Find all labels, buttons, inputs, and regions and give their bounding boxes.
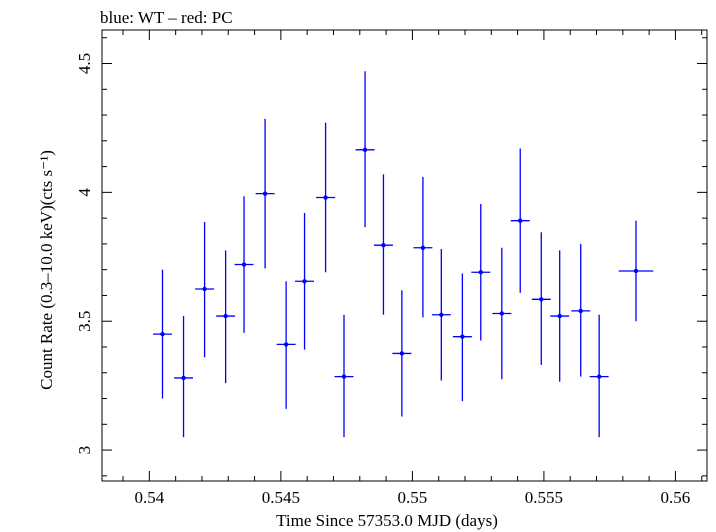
x-tick-label: 0.545 [262, 488, 300, 507]
y-tick-label: 3.5 [75, 311, 94, 332]
y-tick-label: 4 [75, 188, 94, 197]
data-point [471, 203, 491, 341]
data-point [452, 273, 472, 402]
point-marker [241, 262, 247, 267]
y-axis-label: Count Rate (0.3–10.0 keV)(cts s⁻¹) [37, 150, 56, 390]
x-axis-label: Time Since 57353.0 MJD (days) [276, 511, 498, 530]
data-point [334, 314, 354, 438]
x-axis-ticks: 0.54 0.545 0.55 0.555 0.56 [122, 30, 703, 507]
point-marker [381, 242, 386, 248]
point-marker [518, 218, 523, 223]
data-point [392, 290, 412, 417]
point-marker [362, 147, 368, 153]
plot-frame [101, 29, 708, 482]
point-marker [557, 313, 562, 319]
point-marker [539, 297, 544, 302]
point-marker [283, 342, 289, 347]
data-point [174, 316, 194, 438]
data-point [276, 281, 296, 409]
point-marker [202, 286, 207, 292]
data-point [373, 174, 393, 315]
x-tick-label: 0.54 [134, 488, 164, 507]
y-tick-label: 4.5 [75, 53, 94, 74]
point-marker [499, 311, 505, 316]
point-marker [323, 195, 328, 200]
data-point [255, 118, 275, 269]
point-marker [596, 374, 602, 379]
data-point [153, 269, 172, 399]
data-point [355, 71, 375, 228]
point-marker [262, 191, 268, 196]
y-axis-ticks: 3 3.5 4 4.5 [75, 37, 707, 477]
x-tick-label: 0.55 [398, 488, 428, 507]
data-point [316, 122, 336, 273]
point-marker [341, 374, 347, 379]
data-point [413, 176, 433, 318]
y-tick-label: 3 [75, 446, 94, 455]
data-point [589, 314, 609, 438]
data-point [234, 196, 254, 333]
data-point [431, 249, 451, 381]
point-marker [181, 375, 186, 381]
data-point [216, 250, 236, 384]
point-marker [578, 308, 583, 314]
point-marker [439, 312, 444, 317]
chart-title: blue: WT – red: PC [100, 8, 233, 27]
point-marker [223, 313, 228, 319]
data-series [153, 71, 654, 438]
x-tick-label: 0.56 [661, 488, 691, 507]
data-point [510, 148, 530, 293]
data-point [550, 250, 570, 382]
point-marker [399, 351, 405, 356]
point-marker [633, 268, 639, 274]
point-marker [478, 270, 483, 275]
data-point [195, 221, 215, 358]
data-point [618, 220, 654, 322]
data-point [531, 232, 551, 366]
point-marker [420, 245, 426, 250]
point-marker [460, 334, 465, 339]
x-tick-label: 0.555 [525, 488, 563, 507]
data-point [571, 243, 591, 377]
point-marker [302, 279, 307, 284]
data-point [295, 212, 315, 350]
point-marker [160, 331, 165, 337]
data-point [492, 247, 512, 380]
